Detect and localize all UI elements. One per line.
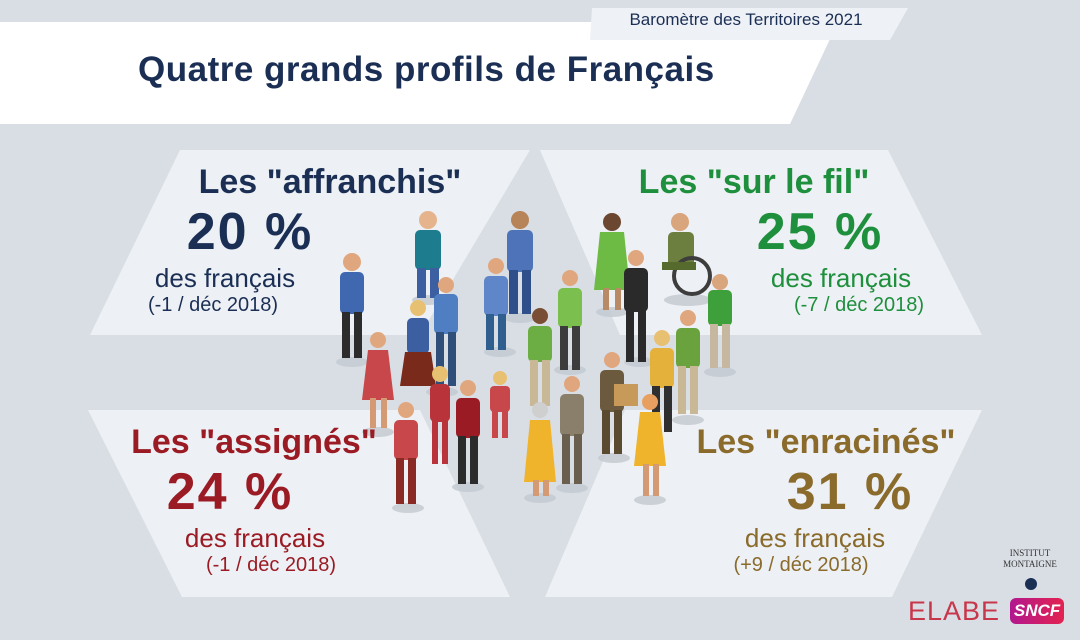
barometre-label: Baromètre des Territoires 2021 xyxy=(629,10,863,29)
quadrant-sur-le-fil xyxy=(540,150,982,335)
profile-assignes-delta: (-1 / déc 2018) xyxy=(205,554,337,576)
profile-affranchis-subtitle: des français xyxy=(154,263,296,293)
profile-affranchis-percent: 20 % xyxy=(186,203,314,261)
profile-sur-le-fil-delta: (-7 / déc 2018) xyxy=(793,294,925,316)
profile-enracines-percent: 31 % xyxy=(786,463,914,521)
institut-montaigne-emblem xyxy=(1025,578,1037,590)
page-title: Quatre grands profils de Français xyxy=(138,50,715,89)
title-banner xyxy=(0,22,838,124)
barometre-tab xyxy=(590,8,908,40)
profile-assignes-name: Les "assignés" xyxy=(131,423,377,461)
profile-assignes-subtitle: des français xyxy=(184,523,326,553)
profile-sur-le-fil-percent: 25 % xyxy=(756,203,884,261)
institut-montaigne-logo: INSTITUT MONTAIGNE xyxy=(990,548,1070,570)
profile-assignes-percent: 24 % xyxy=(166,463,294,521)
profile-enracines-subtitle: des français xyxy=(744,523,886,553)
sncf-logo: SNCF xyxy=(1010,598,1064,624)
elabe-logo: ELABE xyxy=(908,596,1001,626)
profile-enracines-delta: (+9 / déc 2018) xyxy=(733,554,869,576)
profile-sur-le-fil-subtitle: des français xyxy=(770,263,912,293)
profile-affranchis-delta: (-1 / déc 2018) xyxy=(147,294,279,316)
institut-line1: INSTITUT xyxy=(1009,548,1051,558)
crowd-illustration xyxy=(336,211,736,513)
institut-line2: MONTAIGNE xyxy=(1003,559,1057,569)
profile-affranchis-name: Les "affranchis" xyxy=(198,163,462,201)
profile-enracines-name: Les "enracinés" xyxy=(696,423,956,461)
profile-sur-le-fil-name: Les "sur le fil" xyxy=(638,163,870,201)
